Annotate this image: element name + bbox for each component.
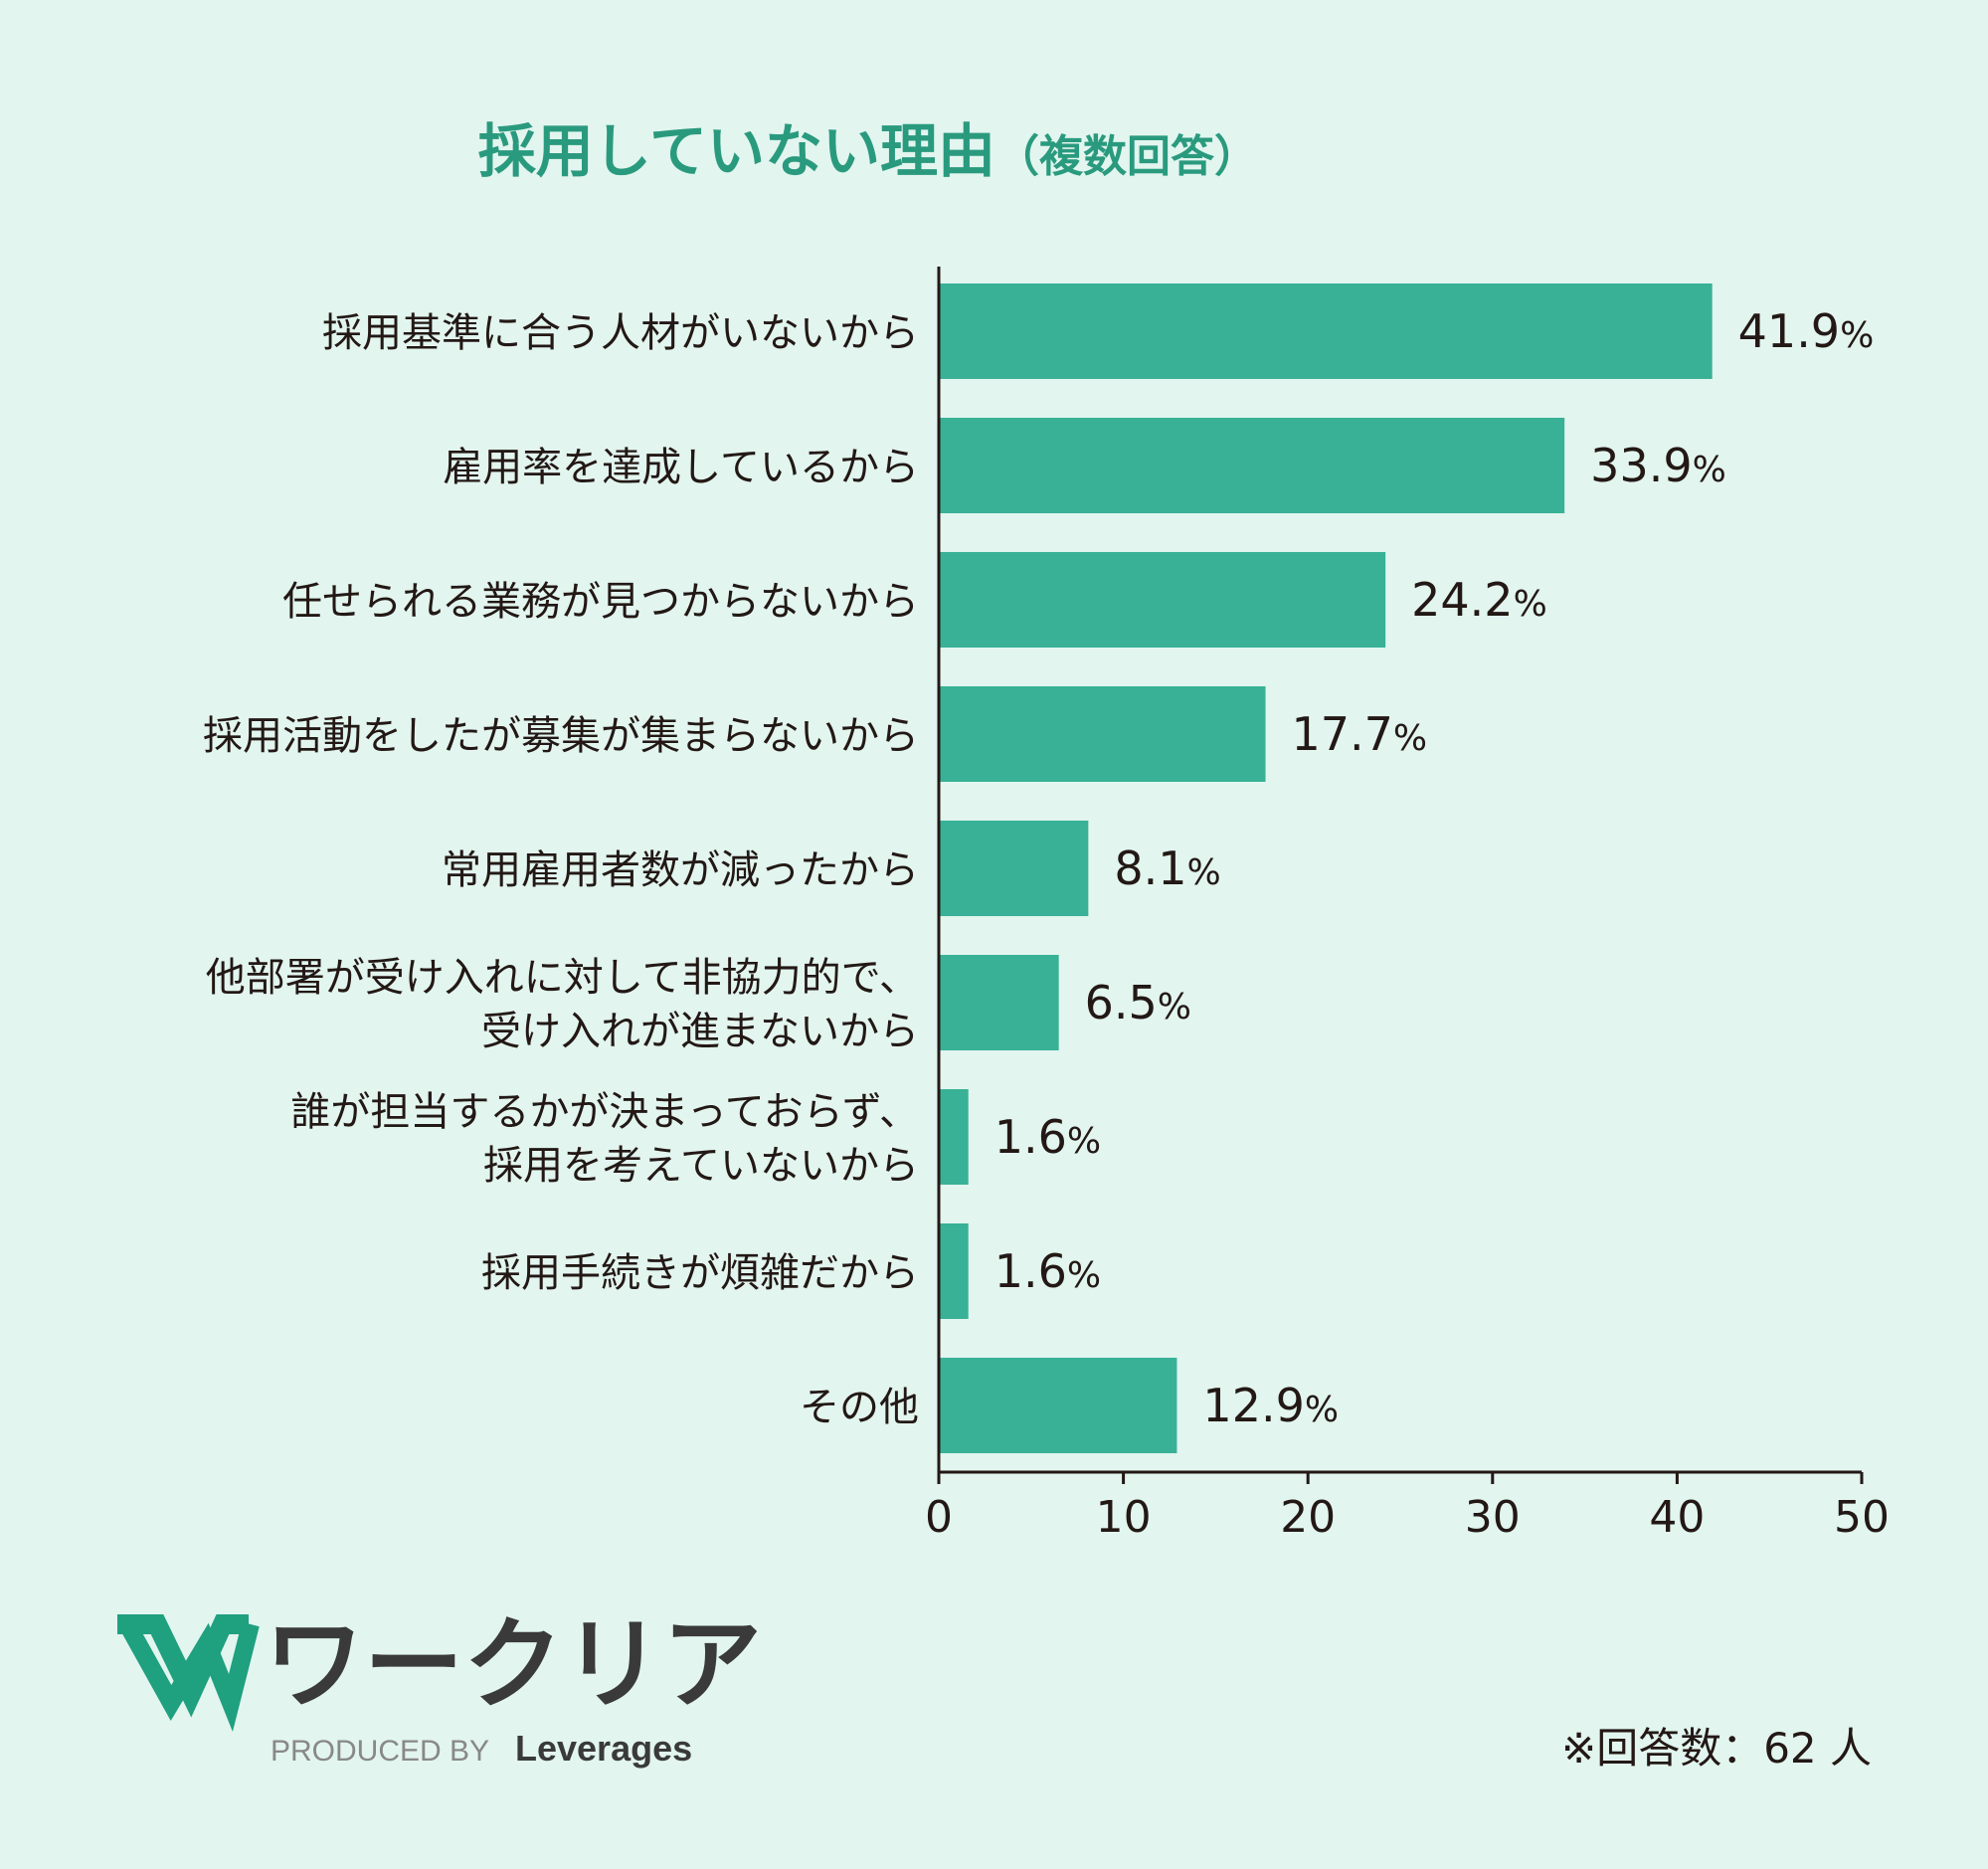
category-label: 雇用率を達成しているから (443, 445, 919, 490)
x-tick-label: 50 (1834, 1492, 1890, 1543)
workclear-logo: ワークリア PRODUCED BY Leverages (117, 1606, 762, 1769)
category-label: 受け入れが進まないから (481, 1009, 919, 1054)
data-label: 6.5% (1085, 976, 1191, 1029)
category-label: 採用手続きが煩雑だから (481, 1250, 919, 1296)
logo-w-icon (117, 1614, 260, 1733)
value-labels: 41.9% 33.9% 24.2% 17.7% 8.1% 6.5% 1.6% 1.6% 12.9… (994, 304, 1875, 1432)
data-label: 33.9% (1590, 439, 1726, 492)
bar (939, 418, 1565, 513)
category-label: 他部署が受け入れに対して非協力的で、 (206, 955, 919, 1001)
axes: 0 10 20 30 40 50 (925, 267, 1890, 1543)
bar (939, 686, 1266, 782)
data-label: 24.2% (1411, 573, 1547, 627)
category-labels: 採用基準に合う人材がいないから雇用率を達成しているから任せられる業務が見つからな… (203, 310, 919, 1430)
bar (939, 955, 1059, 1050)
category-label: 誰が担当するかが決まっておらず、 (290, 1089, 919, 1135)
chart-subtitle: （複数回答） (995, 131, 1258, 182)
x-tick-label: 10 (1096, 1492, 1152, 1543)
x-tick-label: 20 (1280, 1492, 1336, 1543)
category-label: 採用を考えていないから (483, 1143, 919, 1189)
bars-layer (939, 283, 1713, 1453)
data-label: 1.6% (994, 1110, 1101, 1164)
x-tick-label: 40 (1649, 1492, 1705, 1543)
bar (939, 283, 1713, 379)
bar (939, 1223, 969, 1319)
bar (939, 552, 1386, 648)
bar (939, 1358, 1177, 1453)
x-tick-label: 30 (1465, 1492, 1521, 1543)
respondents-note: ※回答数：62 人 (1561, 1724, 1872, 1773)
category-label: 任せられる業務が見つからないから (282, 579, 919, 625)
data-label: 41.9% (1738, 304, 1875, 358)
category-label: 採用基準に合う人材がいないから (322, 310, 919, 356)
leverages-text: Leverages (515, 1728, 692, 1769)
chart-title: 採用していない理由 (478, 117, 995, 185)
category-label: その他 (800, 1385, 919, 1430)
logo-text: ワークリア (265, 1606, 762, 1723)
data-label: 17.7% (1292, 707, 1428, 761)
data-label: 1.6% (994, 1244, 1101, 1298)
category-label: 常用雇用者数が減ったから (442, 847, 919, 893)
data-label: 8.1% (1114, 841, 1220, 895)
category-label: 採用活動をしたが募集が集まらないから (203, 713, 919, 759)
bar (939, 821, 1089, 916)
produced-by-text: PRODUCED BY (271, 1735, 489, 1768)
x-tick-label: 0 (925, 1492, 953, 1543)
bar (939, 1089, 969, 1185)
data-label: 12.9% (1202, 1379, 1339, 1432)
